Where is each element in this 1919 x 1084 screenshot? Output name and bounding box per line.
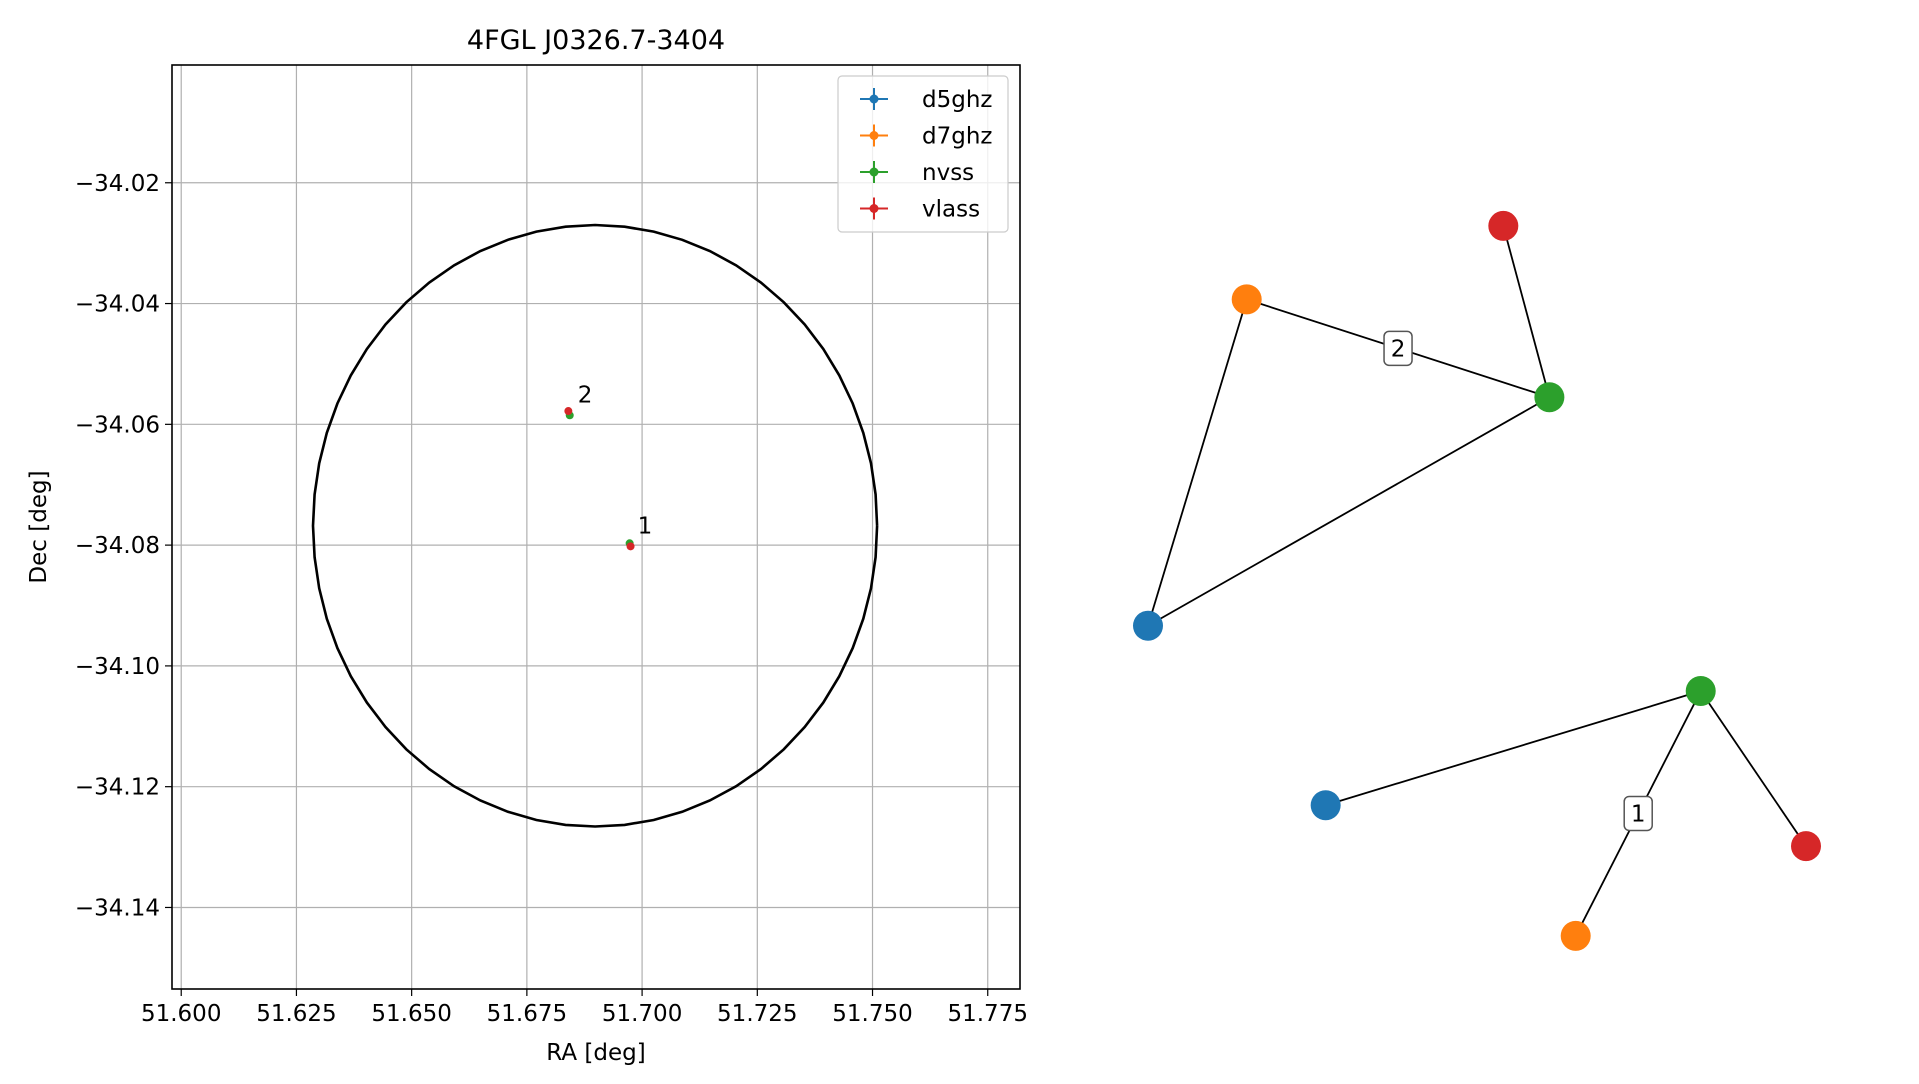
x-tick-label: 51.600	[141, 1001, 221, 1027]
localization-ellipse	[311, 223, 879, 828]
edge-label-1: 1	[1631, 801, 1646, 827]
legend-marker-d5ghz	[869, 94, 879, 104]
point-vlass	[626, 542, 635, 551]
network-graph: 21	[1133, 210, 1821, 951]
node-d7ghz	[1231, 284, 1262, 315]
axes-frame	[171, 64, 1021, 990]
y-tick-label: −34.06	[75, 412, 160, 438]
edge-nvss-vlass	[1502, 225, 1551, 398]
x-tick-label: 51.725	[717, 1001, 797, 1027]
x-tick-label: 51.650	[371, 1001, 451, 1027]
data-points	[564, 407, 635, 551]
x-tick-label: 51.675	[487, 1001, 567, 1027]
node-d5ghz	[1133, 610, 1163, 641]
legend-entries: d5ghz d7ghz nvss vlass	[860, 87, 992, 223]
localization-ellipse-layer	[311, 223, 879, 828]
edge-d5ghz-d7ghz	[1147, 299, 1248, 627]
y-ticks: −34.02 −34.04 −34.06 −34.08 −34.10 −34.12 −34.…	[75, 171, 172, 921]
legend-label-d7ghz: d7ghz	[922, 124, 992, 150]
x-ticks: 51.600 51.625 51.650 51.675 51.700 51.725 51.7…	[141, 989, 1028, 1027]
edge-label-box	[1383, 330, 1413, 367]
legend-marker-nvss	[869, 167, 879, 177]
point-vlass	[564, 407, 573, 416]
x-tick-label: 51.750	[832, 1001, 912, 1027]
x-axis-label: RA [deg]	[546, 1040, 645, 1066]
node-nvss	[1685, 676, 1716, 707]
edge-d5ghz-nvss	[1147, 396, 1550, 627]
legend-marker-d7ghz	[869, 131, 879, 140]
legend: d5ghz d7ghz nvss vlass	[837, 75, 1009, 233]
legend-label-d5ghz: d5ghz	[922, 87, 992, 113]
plot-title: 4FGL J0326.7-3404	[467, 25, 725, 56]
annotation-1: 1	[638, 513, 653, 539]
y-axis-label: Dec [deg]	[26, 470, 52, 583]
legend-box	[837, 75, 1009, 233]
x-tick-label: 51.775	[947, 1001, 1027, 1027]
edge-label-box	[1623, 795, 1653, 832]
annotations: 21	[578, 382, 653, 539]
x-tick-label: 51.700	[602, 1001, 682, 1027]
edges	[1147, 225, 1807, 937]
legend-marker-vlass	[869, 204, 879, 213]
edge-d5ghz-nvss	[1325, 690, 1701, 807]
legend-label-vlass: vlass	[922, 197, 980, 223]
annotation-2: 2	[578, 382, 593, 408]
y-tick-label: −34.04	[75, 292, 160, 318]
y-tick-label: −34.14	[75, 895, 160, 921]
edge-labels: 21	[1383, 330, 1653, 832]
node-d5ghz	[1310, 790, 1341, 821]
node-d7ghz	[1560, 920, 1591, 951]
edge-label-2: 2	[1391, 336, 1406, 362]
nodes	[1133, 210, 1821, 951]
scatter-plot: 4FGL J0326.7-3404 21 51.600 51.625 51.650 5…	[26, 25, 1028, 1066]
x-tick-label: 51.625	[256, 1001, 336, 1027]
y-tick-label: −34.10	[75, 654, 160, 680]
node-vlass	[1791, 831, 1821, 862]
node-vlass	[1488, 210, 1519, 241]
edge-nvss-vlass	[1699, 690, 1807, 847]
y-tick-label: −34.02	[75, 171, 160, 197]
legend-label-nvss: nvss	[922, 160, 974, 186]
y-tick-label: −34.08	[75, 533, 160, 559]
y-tick-label: −34.12	[75, 775, 160, 801]
node-nvss	[1534, 382, 1565, 413]
